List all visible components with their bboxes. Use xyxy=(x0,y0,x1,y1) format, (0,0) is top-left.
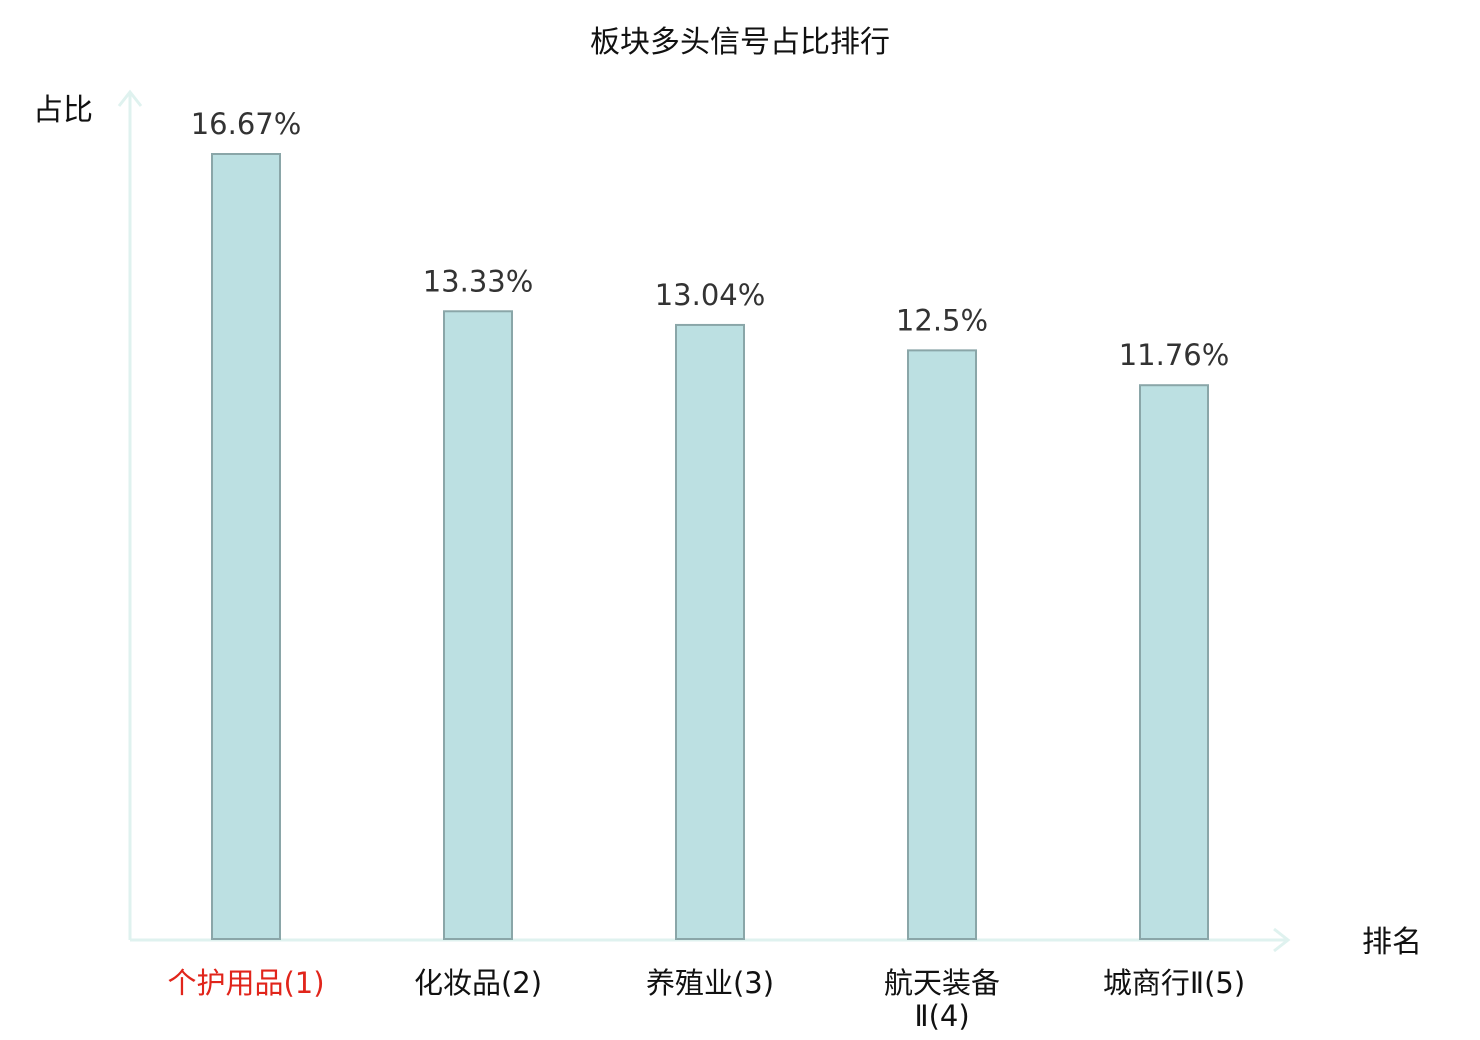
value-label-5: 11.76% xyxy=(1119,338,1230,372)
category-label-4: 航天装备 Ⅱ(4) xyxy=(884,966,1000,1033)
bars-group xyxy=(211,153,1209,940)
y-axis: 占比 xyxy=(33,89,143,940)
y-axis-arrow xyxy=(117,89,143,107)
bar-2 xyxy=(443,310,513,940)
value-labels-group: 16.67% 13.33% 13.04% 12.5% 11.76% xyxy=(191,107,1230,372)
category-labels-group: 个护用品(1) 化妆品(2) 养殖业(3) 航天装备 Ⅱ(4) 城商行Ⅱ(5) xyxy=(167,966,1245,1033)
category-label-1: 个护用品(1) xyxy=(167,966,324,1000)
bar-1 xyxy=(211,153,281,940)
y-axis-label: 占比 xyxy=(33,93,93,128)
x-axis-arrow xyxy=(1273,927,1291,953)
value-label-2: 13.33% xyxy=(423,264,534,298)
bar-3 xyxy=(675,323,745,940)
category-label-5: 城商行Ⅱ(5) xyxy=(1103,966,1245,1000)
category-label-2: 化妆品(2) xyxy=(414,966,542,1000)
chart-title: 板块多头信号占比排行 xyxy=(590,25,890,60)
value-label-4: 12.5% xyxy=(896,303,988,337)
bar-5 xyxy=(1139,384,1209,940)
category-label-3: 养殖业(3) xyxy=(646,966,774,1000)
value-label-1: 16.67% xyxy=(191,107,302,141)
bar-4 xyxy=(907,349,977,940)
value-label-3: 13.04% xyxy=(655,278,766,312)
x-axis-label: 排名 xyxy=(1362,925,1422,960)
x-axis: 排名 xyxy=(130,925,1422,960)
